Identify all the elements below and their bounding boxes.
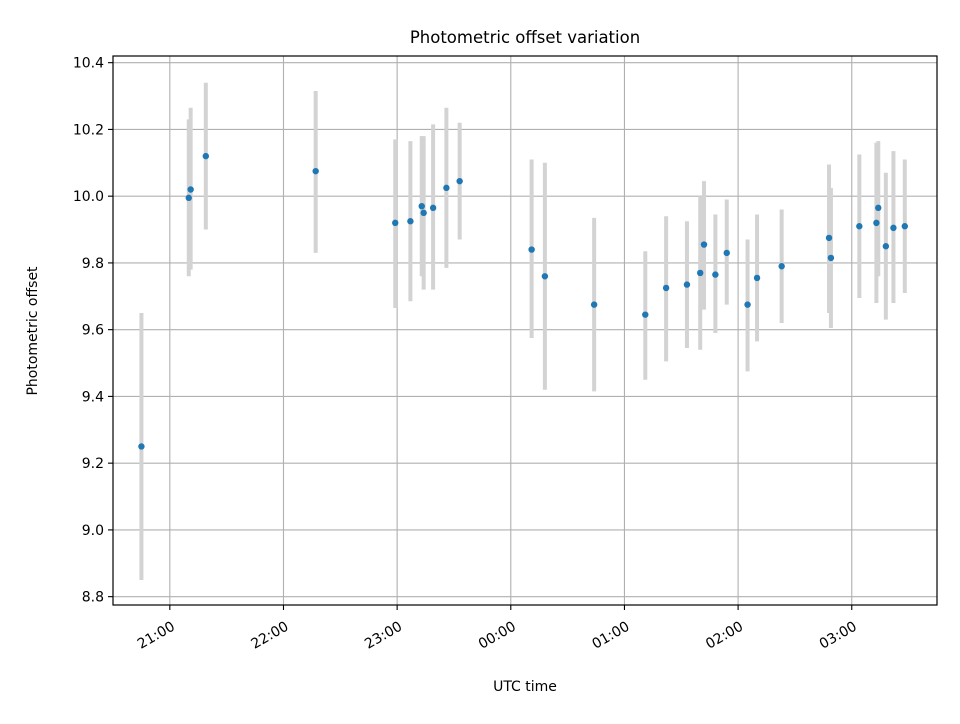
y-tick-label: 9.2	[82, 456, 104, 472]
y-tick-label: 9.4	[82, 389, 104, 405]
data-point	[202, 152, 210, 160]
data-point	[825, 234, 833, 242]
y-tick-label: 10.4	[73, 56, 104, 72]
grid-lines	[113, 56, 937, 605]
data-point	[187, 186, 194, 193]
data-point	[642, 311, 649, 318]
data-point	[662, 284, 670, 292]
data-point	[590, 301, 598, 308]
data-point	[890, 224, 897, 232]
data-point	[778, 263, 785, 270]
chart-title: Photometric offset variation	[410, 28, 640, 47]
data-point	[873, 219, 880, 227]
data-point	[753, 274, 761, 282]
x-axis-label: UTC time	[493, 679, 557, 695]
data-point	[856, 223, 863, 230]
data-point	[138, 443, 145, 450]
data-point	[429, 204, 437, 212]
y-axis-label: Photometric offset	[25, 266, 41, 396]
plot-frame	[112, 55, 938, 606]
data-point	[392, 219, 399, 227]
data-point	[712, 271, 719, 278]
data-point	[312, 167, 319, 175]
y-tick-label: 10.2	[73, 122, 104, 138]
data-point	[901, 223, 908, 230]
y-tick-label: 9.8	[82, 256, 104, 272]
y-tick-label: 9.0	[82, 523, 104, 539]
data-point	[700, 241, 708, 248]
y-tick-label: 9.6	[82, 323, 104, 339]
y-axis-ticks: 8.8 9.0 9.2 9.4 9.6 9.8 10.0 10.2 10.4	[73, 56, 113, 606]
data-point	[697, 269, 704, 277]
data-point	[875, 204, 882, 212]
y-tick-label: 8.8	[82, 590, 104, 606]
data-point	[683, 281, 691, 288]
data-point	[882, 243, 890, 250]
data-point	[528, 246, 535, 253]
data-point	[723, 249, 730, 257]
data-point	[744, 301, 751, 308]
data-point	[418, 202, 425, 210]
data-point	[443, 184, 450, 192]
data-points	[138, 152, 908, 450]
data-point	[185, 194, 192, 202]
data-point	[420, 209, 427, 217]
data-point	[541, 273, 549, 280]
data-point	[407, 218, 414, 225]
data-point	[456, 177, 463, 185]
y-tick-label: 10.0	[73, 189, 104, 205]
data-point	[827, 254, 835, 262]
